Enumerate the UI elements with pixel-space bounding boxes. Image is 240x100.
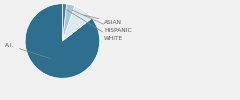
Wedge shape xyxy=(62,4,75,41)
Text: ASIAN: ASIAN xyxy=(84,15,122,25)
Wedge shape xyxy=(62,4,67,41)
Text: WHITE: WHITE xyxy=(67,10,123,41)
Wedge shape xyxy=(25,4,100,78)
Text: HISPANIC: HISPANIC xyxy=(72,10,132,33)
Wedge shape xyxy=(62,6,92,41)
Text: A.I.: A.I. xyxy=(5,43,51,59)
